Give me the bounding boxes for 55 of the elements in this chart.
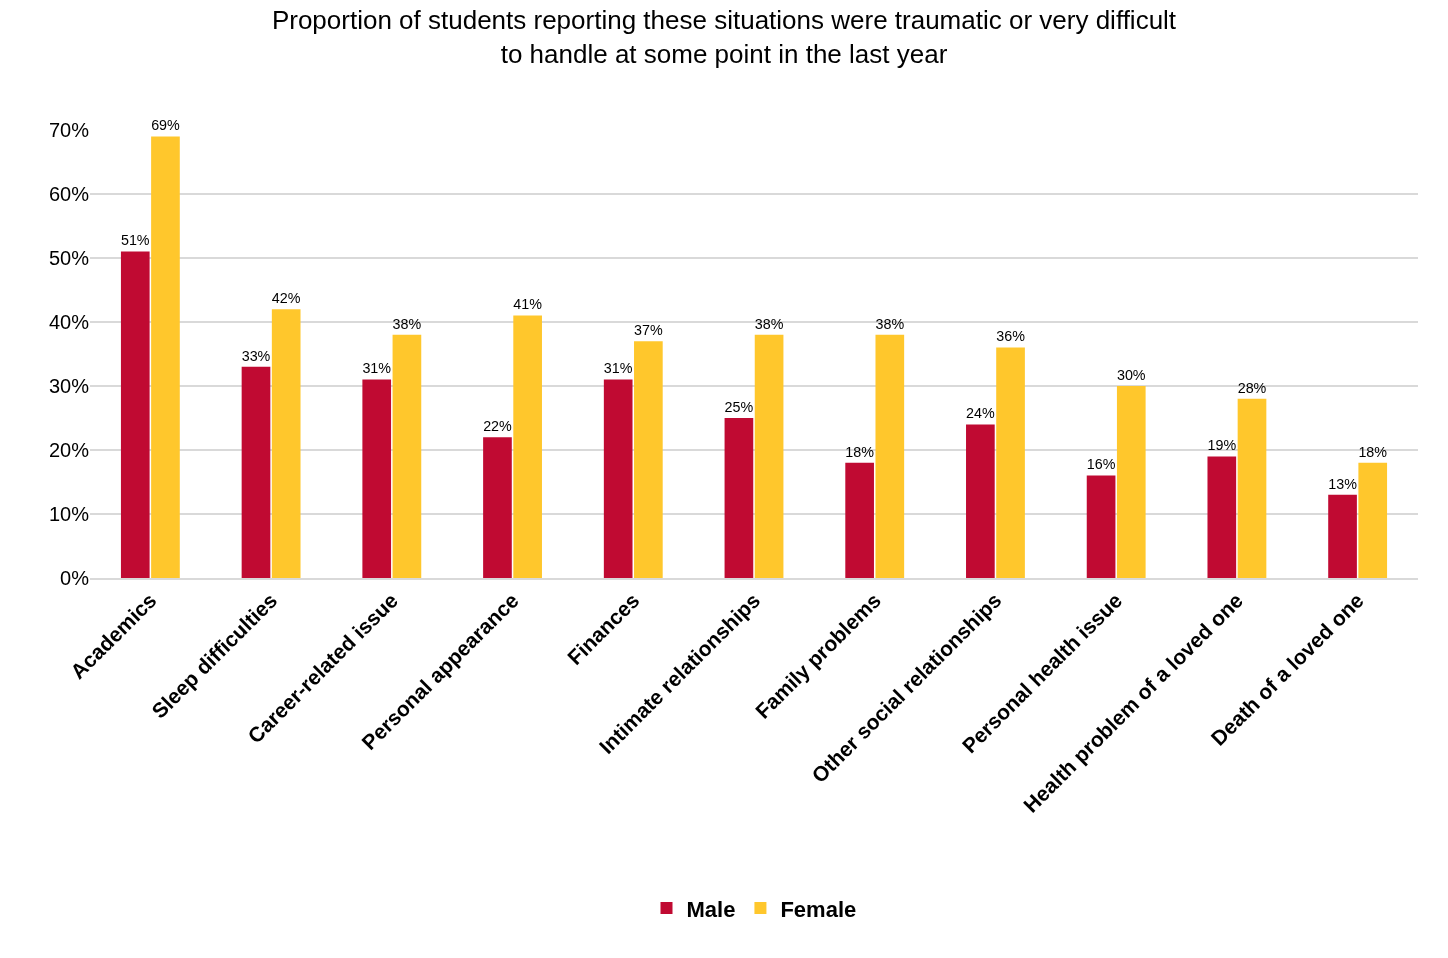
data-label: 69% xyxy=(151,117,181,134)
y-tick-label: 70% xyxy=(48,119,90,141)
bar xyxy=(1237,398,1267,578)
data-label: 38% xyxy=(392,315,422,332)
data-label: 38% xyxy=(875,315,905,332)
y-tick-label: 10% xyxy=(48,503,90,525)
data-label: 33% xyxy=(241,347,271,364)
data-label: 31% xyxy=(603,360,633,377)
y-tick-label: 40% xyxy=(48,311,90,333)
bar xyxy=(151,136,180,578)
data-label: 42% xyxy=(271,290,301,307)
y-tick-label: 0% xyxy=(60,567,90,589)
bar xyxy=(634,341,663,578)
legend-label: Male xyxy=(686,896,736,922)
data-label: 51% xyxy=(120,232,150,249)
bar xyxy=(362,379,392,578)
data-label: 28% xyxy=(1237,379,1267,396)
y-tick-label: 30% xyxy=(48,375,90,397)
data-label: 25% xyxy=(724,398,754,415)
bar xyxy=(1207,456,1237,578)
data-label: 19% xyxy=(1207,437,1237,454)
data-label: 18% xyxy=(1358,443,1388,460)
bar xyxy=(754,334,784,578)
data-label: 16% xyxy=(1086,456,1116,473)
data-label: 38% xyxy=(754,315,784,332)
data-label: 36% xyxy=(996,328,1026,345)
chart-title: Proportion of students reporting these situations were traumatic or very difficult to handle at some point in the last year xyxy=(271,4,1177,69)
bar xyxy=(241,366,271,578)
bar xyxy=(1086,475,1116,578)
data-label: 37% xyxy=(634,322,663,339)
data-label: 41% xyxy=(513,296,543,313)
bar xyxy=(724,418,754,578)
bar xyxy=(120,251,150,578)
data-label: 24% xyxy=(966,405,995,422)
bar xyxy=(483,437,512,578)
bar xyxy=(1358,462,1388,578)
bar xyxy=(845,462,874,578)
bar xyxy=(1116,386,1146,578)
legend-label: Female xyxy=(780,896,857,922)
data-label: 31% xyxy=(362,360,392,377)
bar xyxy=(996,347,1025,578)
bar xyxy=(1328,494,1357,578)
y-tick-label: 20% xyxy=(48,439,90,461)
bar xyxy=(513,315,542,578)
y-tick-label: 60% xyxy=(48,183,90,205)
y-tick-label: 50% xyxy=(48,247,90,269)
data-label: 13% xyxy=(1328,475,1358,492)
data-label: 22% xyxy=(483,418,513,435)
bar xyxy=(392,334,422,578)
data-label: 18% xyxy=(845,443,875,460)
bar xyxy=(271,309,301,578)
bar xyxy=(875,334,905,578)
data-label: 30% xyxy=(1116,366,1146,383)
bar xyxy=(966,424,995,578)
bar xyxy=(603,379,633,578)
